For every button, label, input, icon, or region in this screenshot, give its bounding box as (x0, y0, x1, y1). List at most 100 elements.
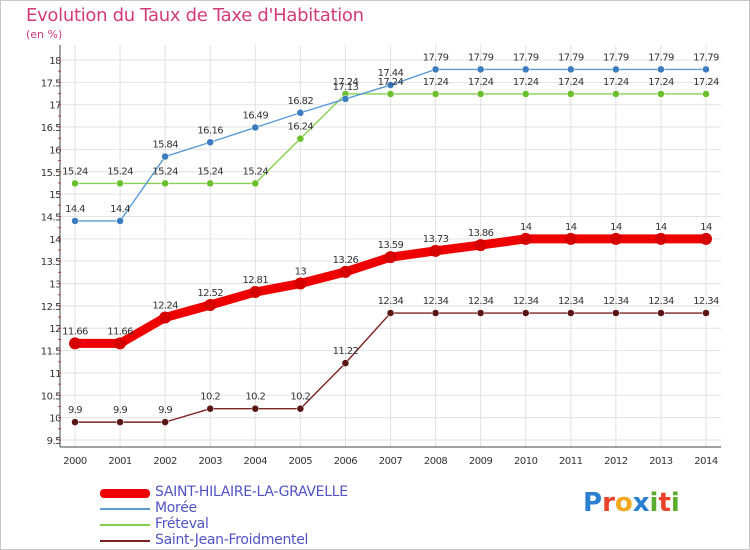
x-tick-label: 2012 (604, 456, 628, 467)
logo-letter: P (583, 488, 603, 518)
logo-letter: r (602, 488, 615, 518)
data-point (702, 309, 710, 317)
data-label: 15.24 (107, 166, 133, 177)
data-point (294, 277, 307, 290)
data-label: 15.24 (62, 166, 88, 177)
data-point (519, 232, 532, 245)
data-point (204, 298, 217, 311)
data-point (657, 309, 665, 317)
data-point (609, 232, 622, 245)
data-point (206, 404, 214, 413)
logo-letter: o (614, 488, 633, 518)
data-point (657, 90, 665, 98)
data-point (521, 90, 530, 98)
logo-letter: i (670, 488, 680, 518)
y-tick-label: 18 (49, 56, 61, 67)
data-point (567, 65, 575, 74)
data-point (251, 179, 260, 188)
data-label: 17.24 (513, 77, 539, 88)
data-label: 17.24 (378, 77, 404, 88)
data-point (296, 134, 305, 143)
y-tick-label: 14.5 (41, 212, 61, 223)
data-label: 12.34 (423, 296, 449, 307)
data-label: 10.2 (245, 392, 265, 403)
data-point (249, 286, 262, 299)
data-point (341, 95, 350, 103)
data-label: 12.34 (693, 296, 719, 307)
data-label: 12.34 (378, 296, 404, 307)
x-tick-label: 2010 (514, 456, 538, 467)
series-lines (69, 65, 712, 426)
data-label: 17.79 (468, 52, 494, 63)
data-point (161, 418, 169, 426)
data-point (431, 90, 440, 98)
data-label: 13 (295, 267, 307, 278)
data-point (114, 337, 127, 350)
data-label: 11.22 (333, 346, 359, 357)
x-tick-label: 2009 (469, 456, 493, 467)
chart-title: Evolution du Taux de Taxe d'Habitation (26, 5, 364, 26)
data-label: 17.24 (693, 77, 719, 88)
data-label: 13.86 (468, 228, 494, 239)
data-label: 13.26 (333, 255, 359, 266)
data-label: 14 (700, 222, 712, 233)
proxiti-logo: Proxiti (583, 488, 680, 518)
axes: 9.51010.51111.51212.51313.51414.51515.51… (41, 45, 721, 467)
y-tick-label: 15 (49, 190, 61, 201)
x-tick-label: 2002 (153, 456, 177, 467)
data-point (476, 309, 485, 317)
data-point (431, 309, 440, 317)
data-label: 16.49 (242, 111, 268, 122)
x-tick-label: 2004 (244, 456, 268, 467)
y-tick-label: 17.5 (41, 78, 61, 89)
data-label: 17.79 (513, 52, 539, 63)
data-label: 14 (520, 222, 532, 233)
legend-swatch (100, 488, 150, 498)
logo-letter: x (632, 488, 650, 518)
x-tick-label: 2008 (424, 456, 448, 467)
data-point (251, 123, 260, 132)
data-label: 17.24 (468, 77, 494, 88)
data-label: 13.73 (423, 234, 449, 245)
data-label: 12.24 (152, 301, 178, 312)
data-label: 14.4 (65, 204, 85, 215)
data-label: 17.24 (603, 77, 629, 88)
data-point (251, 404, 260, 413)
legend-label: Morée (155, 500, 197, 516)
x-tick-label: 2005 (289, 456, 313, 467)
data-label: 9.9 (113, 405, 127, 416)
data-label: 17.24 (648, 77, 674, 88)
legend-swatch (100, 540, 150, 542)
data-point (702, 65, 710, 74)
data-label: 15.84 (152, 140, 178, 151)
x-tick-label: 2006 (334, 456, 358, 467)
logo-letter: t (658, 488, 671, 518)
x-tick-label: 2007 (379, 456, 403, 467)
data-point (386, 309, 395, 317)
data-label: 17.24 (423, 77, 449, 88)
data-label: 14 (655, 222, 667, 233)
data-label: 12.34 (648, 296, 674, 307)
data-label: 16.82 (288, 96, 314, 107)
data-label: 17.24 (558, 77, 584, 88)
y-tick-label: 10 (49, 414, 61, 425)
legend-swatch (100, 524, 150, 526)
data-point (476, 90, 485, 98)
x-tick-label: 2003 (198, 456, 222, 467)
data-labels: 11.66 11.66 12.24 12.52 12.81 13 13.26 13.59 13.… (62, 52, 719, 416)
data-point (69, 337, 81, 350)
data-label: 9.9 (68, 405, 82, 416)
data-label: 14.4 (110, 204, 130, 215)
data-label: 17.44 (378, 68, 404, 79)
data-label: 17.79 (693, 52, 719, 63)
data-point (567, 90, 575, 98)
x-tick-label: 2011 (559, 456, 583, 467)
y-tick-label: 11 (49, 369, 61, 380)
y-tick-label: 14 (49, 235, 61, 246)
data-point (71, 217, 79, 225)
data-label: 17.24 (333, 77, 359, 88)
data-point (161, 152, 169, 161)
chart-unit-label: (en %) (26, 28, 63, 41)
data-label: 15.24 (242, 166, 268, 177)
